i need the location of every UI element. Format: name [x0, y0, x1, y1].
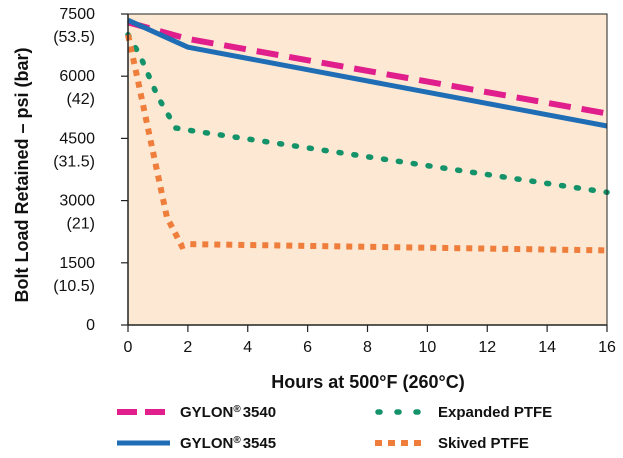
y-tick-label-psi: 3000 [59, 193, 95, 210]
y-tick-label-bar: (10.5) [53, 278, 95, 295]
y-tick-label-bar: (42) [67, 91, 95, 108]
y-tick-label-psi: 4500 [59, 130, 95, 147]
series-line-gylon_3545 [126, 17, 608, 129]
x-axis-title: Hours at 500°F (260°C) [271, 372, 464, 392]
x-tick-label: 8 [363, 339, 372, 356]
y-tick-label-psi: 0 [86, 317, 95, 334]
x-tick-label: 2 [183, 339, 192, 356]
x-tick-label: 10 [418, 339, 436, 356]
legend-label-expanded_ptfe: Expanded PTFE [438, 404, 552, 421]
y-tick-label-psi: 7500 [59, 6, 95, 23]
legend: GYLON® 3540 Expanded PTFE GYLON® 3545 Skived … [117, 404, 552, 453]
x-tick-label: 4 [243, 339, 252, 356]
x-tick-label: 16 [598, 339, 616, 356]
y-tick-label-psi: 6000 [59, 68, 95, 85]
y-tick-label-bar: (53.5) [53, 29, 95, 46]
y-tick-label-bar: (21) [67, 216, 95, 233]
legend-label-skived_ptfe: Skived PTFE [438, 435, 529, 452]
y-axis-title: Bolt Load Retained – psi (bar) [12, 47, 32, 302]
x-tick-label: 12 [478, 339, 496, 356]
legend-label-gylon_3540: GYLON® 3540 [180, 404, 276, 422]
x-tick-label: 14 [538, 339, 556, 356]
x-tick-label: 0 [124, 339, 133, 356]
plot-area [128, 14, 607, 325]
y-tick-label-bar: (31.5) [53, 153, 95, 170]
legend-label-gylon_3545: GYLON® 3545 [180, 435, 276, 453]
y-tick-label-psi: 1500 [59, 255, 95, 272]
x-tick-label: 6 [303, 339, 312, 356]
